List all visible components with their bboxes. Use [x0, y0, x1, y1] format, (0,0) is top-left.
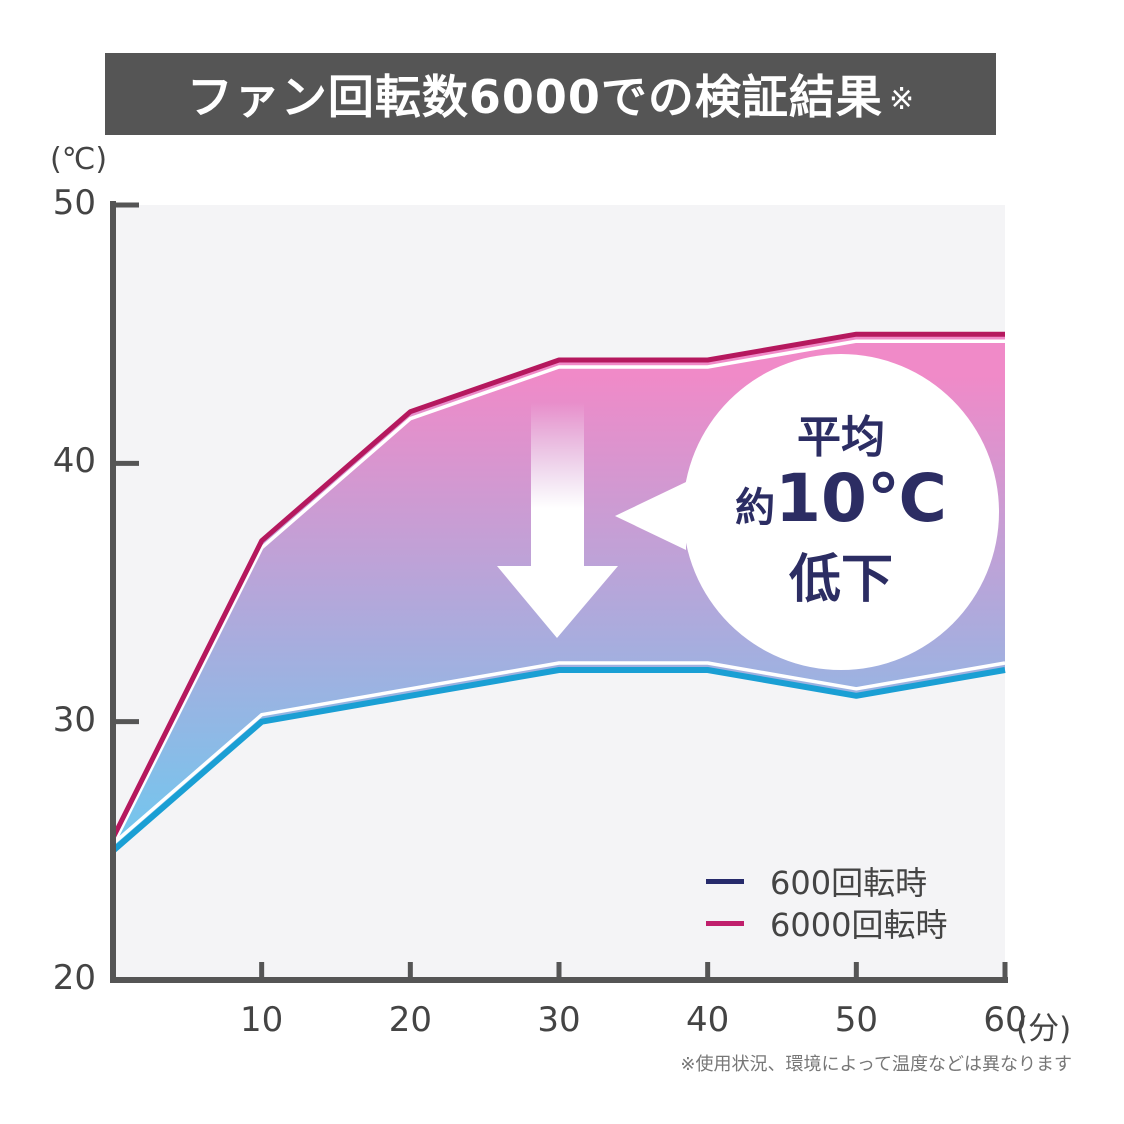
- legend-item-600: 600回転時: [706, 860, 947, 902]
- x-tick-label-60: 60: [983, 1000, 1027, 1040]
- y-tick-label-20: 20: [52, 958, 96, 998]
- annotation-line3: 低下: [788, 550, 893, 610]
- x-tick-label-40: 40: [686, 1000, 730, 1040]
- y-tick-label-30: 30: [52, 699, 96, 740]
- chart-title: ファン回転数6000での検証結果: [186, 70, 883, 124]
- x-tick-label-50: 50: [834, 1000, 878, 1040]
- annotation-bubble: [683, 354, 999, 670]
- legend-label-600: 600回転時: [770, 864, 928, 902]
- x-tick-label-30: 30: [537, 1000, 581, 1040]
- legend-label-6000: 6000回転時: [770, 906, 948, 944]
- legend: 600回転時 6000回転時: [706, 860, 947, 944]
- legend-swatch-6000: [706, 920, 744, 926]
- y-tick-label-40: 40: [52, 441, 96, 482]
- legend-item-6000: 6000回転時: [706, 902, 947, 944]
- top-highlight-line: [111, 339, 1005, 846]
- annotation-line2: 約10℃: [706, 464, 976, 551]
- title-bar: ファン回転数6000での検証結果 ※: [105, 53, 996, 135]
- annotation-value: 10℃: [775, 460, 947, 537]
- title-note-mark: ※: [888, 81, 915, 117]
- annotation-prefix: 約: [735, 485, 776, 531]
- bottom-highlight-line: [111, 661, 1006, 846]
- bubble-pointer: [615, 482, 686, 550]
- annotation-text: 平均 約10℃ 低下: [706, 412, 976, 609]
- y-tick-label-50: 50: [52, 183, 96, 223]
- footnote: ※使用状況、環境によって温度などは異なります: [680, 1054, 1072, 1075]
- x-axis-unit: (分): [1016, 1011, 1072, 1047]
- legend-swatch-600: [706, 878, 744, 884]
- annotation-line1: 平均: [797, 412, 885, 463]
- x-tick-label-20: 20: [388, 1000, 432, 1040]
- y-axis-unit: (℃): [50, 142, 108, 177]
- down-arrow: [497, 402, 618, 638]
- x-tick-label-10: 10: [240, 1000, 284, 1040]
